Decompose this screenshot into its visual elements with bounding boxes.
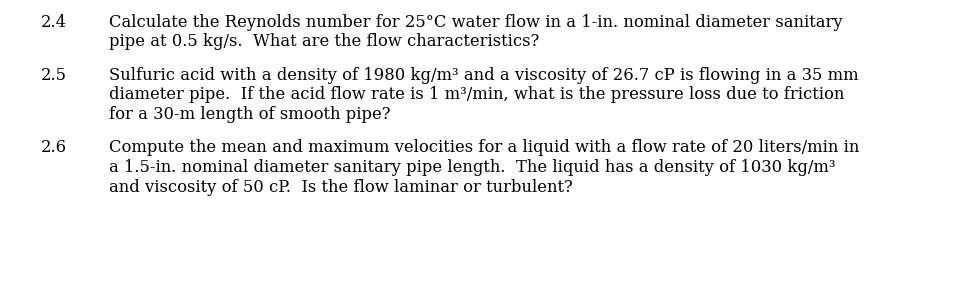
Text: Compute the mean and maximum velocities for a liquid with a flow rate of 20 lite: Compute the mean and maximum velocities … [109,140,859,157]
Text: 2.4: 2.4 [41,14,67,31]
Text: and viscosity of 50 cP.  Is the flow laminar or turbulent?: and viscosity of 50 cP. Is the flow lami… [109,178,573,196]
Text: pipe at 0.5 kg/s.  What are the flow characteristics?: pipe at 0.5 kg/s. What are the flow char… [109,34,539,50]
Text: Sulfuric acid with a density of 1980 kg/m³ and a viscosity of 26.7 cP is flowing: Sulfuric acid with a density of 1980 kg/… [109,67,859,84]
Text: for a 30-m length of smooth pipe?: for a 30-m length of smooth pipe? [109,106,391,123]
Text: Calculate the Reynolds number for 25°C water flow in a 1-in. nominal diameter sa: Calculate the Reynolds number for 25°C w… [109,14,842,31]
Text: a 1.5-in. nominal diameter sanitary pipe length.  The liquid has a density of 10: a 1.5-in. nominal diameter sanitary pipe… [109,159,835,176]
Text: diameter pipe.  If the acid flow rate is 1 m³/min, what is the pressure loss due: diameter pipe. If the acid flow rate is … [109,86,844,104]
Text: 2.5: 2.5 [41,67,67,84]
Text: 2.6: 2.6 [41,140,67,157]
